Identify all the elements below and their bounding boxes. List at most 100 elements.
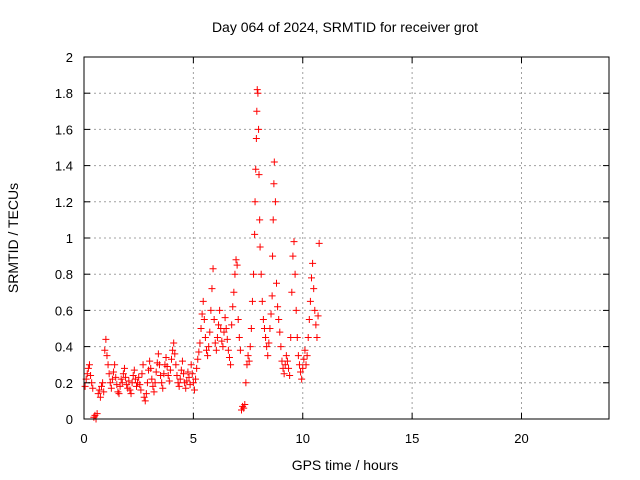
data-point	[107, 384, 115, 392]
data-point	[102, 335, 110, 343]
data-point	[313, 334, 321, 342]
x-tick-label: 5	[190, 431, 197, 446]
data-point	[314, 312, 322, 320]
data-point	[129, 372, 137, 380]
data-point	[193, 364, 201, 372]
data-point	[108, 375, 116, 383]
data-point	[297, 368, 305, 376]
data-point	[149, 382, 157, 390]
data-point	[312, 321, 320, 329]
data-point	[159, 384, 167, 392]
data-point	[211, 339, 219, 347]
data-point	[271, 198, 279, 206]
y-tick-label: 1.4	[55, 159, 73, 174]
data-point	[125, 377, 133, 385]
data-point	[200, 315, 208, 323]
data-point	[174, 379, 182, 387]
data-point	[110, 368, 118, 376]
data-point	[218, 337, 226, 345]
data-point	[262, 334, 270, 342]
data-point	[270, 180, 278, 188]
data-point	[194, 355, 202, 363]
data-point	[136, 381, 144, 389]
data-point	[130, 366, 138, 374]
data-point	[241, 401, 249, 409]
data-point	[258, 297, 266, 305]
data-point	[252, 134, 260, 142]
data-point	[184, 368, 192, 376]
data-point	[276, 328, 284, 336]
data-point	[137, 386, 145, 394]
data-point	[267, 310, 275, 318]
data-point	[122, 373, 130, 381]
x-tick-label: 10	[296, 431, 310, 446]
data-point	[143, 379, 151, 387]
data-point	[290, 238, 298, 246]
x-tick-label: 15	[405, 431, 419, 446]
data-point	[201, 334, 209, 342]
data-point	[84, 364, 92, 372]
data-point	[173, 372, 181, 380]
data-point	[283, 357, 291, 365]
data-point	[225, 353, 233, 361]
data-point	[277, 343, 285, 351]
data-point	[83, 370, 91, 378]
data-point	[196, 339, 204, 347]
data-point	[160, 370, 168, 378]
data-point	[114, 388, 122, 396]
y-tick-label: 0.6	[55, 303, 73, 318]
y-axis-label: SRMTID / TECUs	[5, 183, 21, 293]
data-point	[178, 357, 186, 365]
data-point	[118, 379, 126, 387]
data-point	[236, 346, 244, 354]
data-point	[287, 334, 295, 342]
data-point	[266, 325, 274, 332]
data-point	[263, 343, 271, 351]
data-point	[100, 388, 108, 396]
data-point	[93, 410, 101, 418]
data-point	[223, 335, 231, 343]
data-point	[199, 297, 207, 305]
data-point	[170, 339, 178, 347]
data-point	[228, 321, 236, 329]
data-point	[208, 285, 216, 293]
data-point	[295, 361, 303, 369]
data-point	[95, 386, 103, 394]
data-point	[96, 393, 104, 401]
data-point	[220, 328, 228, 336]
data-point	[248, 297, 256, 305]
data-marks	[81, 86, 323, 423]
data-point	[176, 375, 184, 383]
data-point	[177, 366, 185, 374]
data-point	[221, 314, 229, 322]
data-point	[197, 325, 205, 332]
data-point	[138, 370, 146, 378]
data-point	[131, 375, 139, 383]
data-point	[231, 270, 239, 278]
data-point	[113, 381, 121, 389]
x-tick-label: 20	[514, 431, 528, 446]
y-tick-label: 0.4	[55, 340, 73, 355]
data-point	[309, 259, 317, 267]
data-point	[252, 165, 260, 173]
data-point	[103, 352, 111, 360]
data-point	[298, 375, 306, 383]
data-point	[254, 89, 262, 97]
data-point	[169, 346, 177, 354]
data-point	[282, 352, 290, 360]
data-point	[112, 373, 120, 381]
data-point	[315, 239, 323, 247]
data-point	[157, 372, 165, 380]
data-point	[269, 216, 277, 224]
data-point	[205, 343, 213, 351]
data-point	[222, 325, 230, 332]
data-point	[164, 372, 172, 380]
data-point	[162, 353, 170, 361]
data-point	[259, 315, 267, 323]
data-point	[117, 375, 125, 383]
data-point	[188, 370, 196, 378]
y-tick-label: 2	[66, 50, 73, 65]
data-point	[183, 377, 191, 385]
y-tick-label: 1.2	[55, 195, 73, 210]
data-point	[195, 348, 203, 356]
